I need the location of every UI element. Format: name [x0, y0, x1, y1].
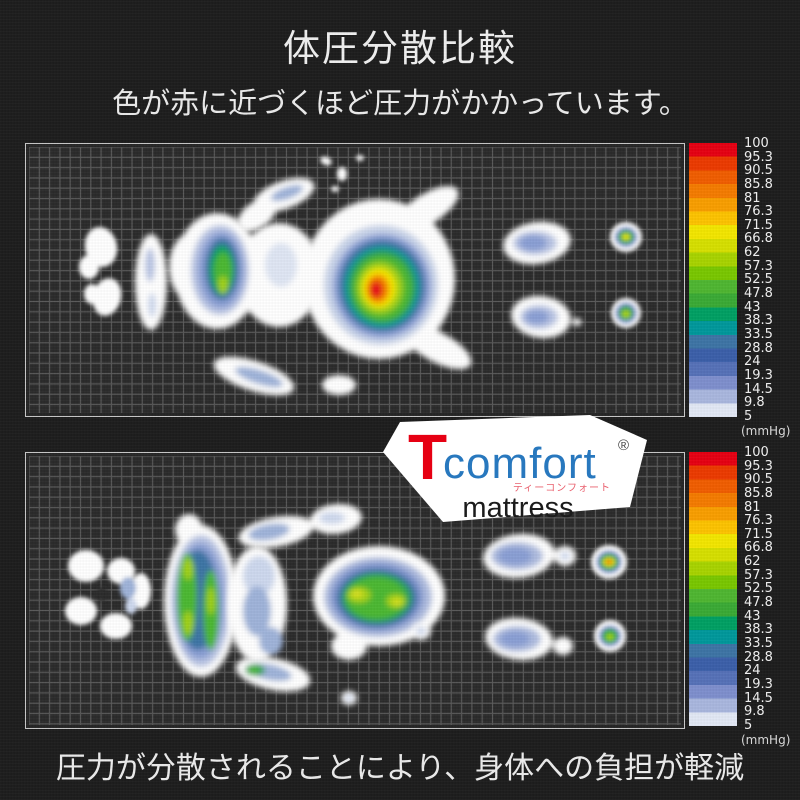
legend-tick: 52.5: [744, 272, 773, 288]
legend-tick: 38.3: [744, 622, 773, 638]
page-title: 体圧分散比較: [283, 29, 517, 70]
shoulder-blobs: [503, 221, 582, 339]
legs-blob: [164, 514, 238, 677]
legend-scale-top: 100 95.3 90.5 85.8 81 76.3 71.5 66.8 62 57.3 52.5 4…: [744, 137, 796, 423]
calf-roll-blob: [135, 234, 167, 330]
legend-tick: 85.8: [744, 176, 773, 192]
logo-name: comfort: [443, 439, 597, 488]
logo-katakana: ティーコンフォート: [513, 483, 611, 494]
legend-tick: 33.5: [744, 635, 773, 651]
logo-letter-t: T: [408, 421, 447, 493]
tcomfort-logo-svg: T comfort ® ティーコンフォート mattress: [383, 415, 647, 524]
knees-thighs-blob: [169, 213, 321, 329]
legend-gradient-top: [689, 143, 737, 417]
legend-tick: 47.8: [744, 286, 773, 302]
legend-tick: 95.3: [744, 458, 773, 474]
pressure-map-top-svg: [29, 147, 681, 413]
legend-tick: 24: [744, 354, 761, 370]
legend-tick: 5: [744, 717, 753, 733]
legend-tick: 62: [744, 554, 761, 570]
hips-blob: [303, 186, 472, 370]
registered-mark: ®: [618, 437, 629, 454]
legend-tick: 28.8: [744, 649, 773, 665]
feet-blob: [79, 227, 122, 316]
legend-tick: 14.5: [744, 381, 773, 397]
pressure-map-bottom: [25, 452, 685, 729]
legend-tick: 100: [744, 136, 769, 151]
left-arm-lower-blob: [213, 356, 356, 396]
legend-tick: 9.8: [744, 704, 765, 720]
hand-specks: [320, 155, 364, 192]
legend-tick: 76.3: [744, 204, 773, 220]
left-arm-upper-blob: [237, 177, 315, 232]
pressure-map-bottom-svg: [29, 456, 681, 725]
legend-tick: 28.8: [744, 340, 773, 356]
legend-tick: 24: [744, 663, 761, 679]
legend-tick: 90.5: [744, 163, 773, 179]
logo-product: mattress: [462, 492, 573, 524]
legend-tick: 66.8: [744, 540, 773, 556]
legend-tick: 38.3: [744, 313, 773, 329]
legend-tick: 81: [744, 499, 761, 515]
pressure-map-top: [25, 143, 685, 417]
legend-tick: 9.8: [744, 395, 765, 411]
legend-tick: 43: [744, 299, 761, 315]
legend-tick: 33.5: [744, 326, 773, 342]
legend-tick: 19.3: [744, 676, 773, 692]
legend-tick: 43: [744, 608, 761, 624]
feet-blob: [65, 550, 151, 639]
legend-gradient-bottom: [689, 452, 737, 726]
shoulder-blobs: [483, 533, 576, 661]
legend-tick: 95.3: [744, 149, 773, 165]
legend-tick: 57.3: [744, 258, 773, 274]
tcomfort-logo: T comfort ® ティーコンフォート mattress: [378, 410, 658, 538]
legend-tick: 90.5: [744, 472, 773, 488]
upper-arm-blob: [238, 503, 362, 549]
legend-tick: 76.3: [744, 513, 773, 529]
legend-tick: 100: [744, 445, 769, 460]
legend-tick: 52.5: [744, 581, 773, 597]
legend-tick: 5: [744, 408, 753, 424]
legend-tick: 71.5: [744, 217, 773, 233]
legend-tick: 85.8: [744, 485, 773, 501]
legend-tick: 62: [744, 245, 761, 261]
legend-unit-bottom: (mmHg): [741, 733, 791, 747]
head-blobs: [591, 545, 627, 652]
legend-scale-bottom: 100 95.3 90.5 85.8 81 76.3 71.5 66.8 62 57.3 52.5 4…: [744, 446, 796, 732]
lower-arm-blob: [235, 656, 357, 705]
logo-banner-shape: [383, 415, 647, 522]
footer-caption: 圧力が分散されることにより、身体への負担が軽減: [55, 752, 745, 785]
hips-blob: [313, 546, 445, 660]
legend-tick: 57.3: [744, 567, 773, 583]
legend-tick: 19.3: [744, 367, 773, 383]
legend-tick: 81: [744, 190, 761, 206]
page-subtitle: 色が赤に近づくほど圧力がかかっています。: [112, 88, 688, 120]
legend-tick: 47.8: [744, 595, 773, 611]
legend-unit-top: (mmHg): [741, 424, 791, 438]
legend-tick: 14.5: [744, 690, 773, 706]
mid-body-blob: [227, 546, 287, 662]
legend-tick: 71.5: [744, 526, 773, 542]
head-blobs: [610, 222, 642, 328]
legend-tick: 66.8: [744, 231, 773, 247]
